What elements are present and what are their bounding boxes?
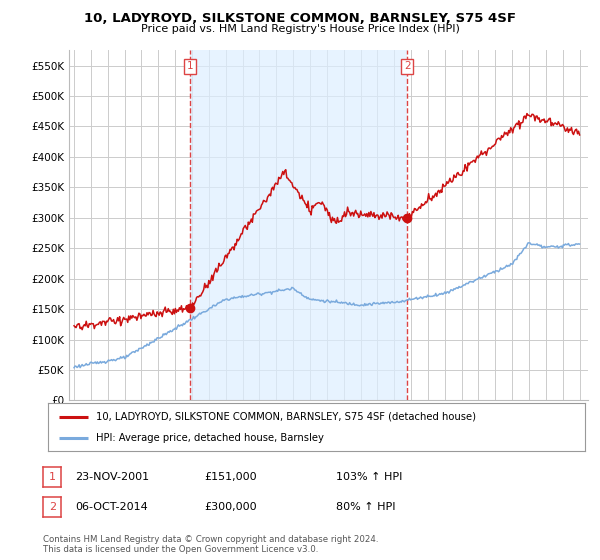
Text: £151,000: £151,000 bbox=[204, 472, 257, 482]
Text: 10, LADYROYD, SILKSTONE COMMON, BARNSLEY, S75 4SF (detached house): 10, LADYROYD, SILKSTONE COMMON, BARNSLEY… bbox=[97, 412, 476, 422]
Text: 103% ↑ HPI: 103% ↑ HPI bbox=[336, 472, 403, 482]
Text: £300,000: £300,000 bbox=[204, 502, 257, 512]
Text: 2: 2 bbox=[49, 502, 56, 512]
Text: 06-OCT-2014: 06-OCT-2014 bbox=[75, 502, 148, 512]
Text: 10, LADYROYD, SILKSTONE COMMON, BARNSLEY, S75 4SF: 10, LADYROYD, SILKSTONE COMMON, BARNSLEY… bbox=[84, 12, 516, 25]
Text: HPI: Average price, detached house, Barnsley: HPI: Average price, detached house, Barn… bbox=[97, 433, 324, 444]
Text: 80% ↑ HPI: 80% ↑ HPI bbox=[336, 502, 395, 512]
Text: 2: 2 bbox=[404, 61, 410, 71]
Text: Contains HM Land Registry data © Crown copyright and database right 2024.
This d: Contains HM Land Registry data © Crown c… bbox=[43, 535, 379, 554]
Text: Price paid vs. HM Land Registry's House Price Index (HPI): Price paid vs. HM Land Registry's House … bbox=[140, 24, 460, 34]
Text: 1: 1 bbox=[49, 472, 56, 482]
Bar bbox=[190, 50, 407, 400]
Text: 1: 1 bbox=[187, 61, 194, 71]
Text: 23-NOV-2001: 23-NOV-2001 bbox=[75, 472, 149, 482]
